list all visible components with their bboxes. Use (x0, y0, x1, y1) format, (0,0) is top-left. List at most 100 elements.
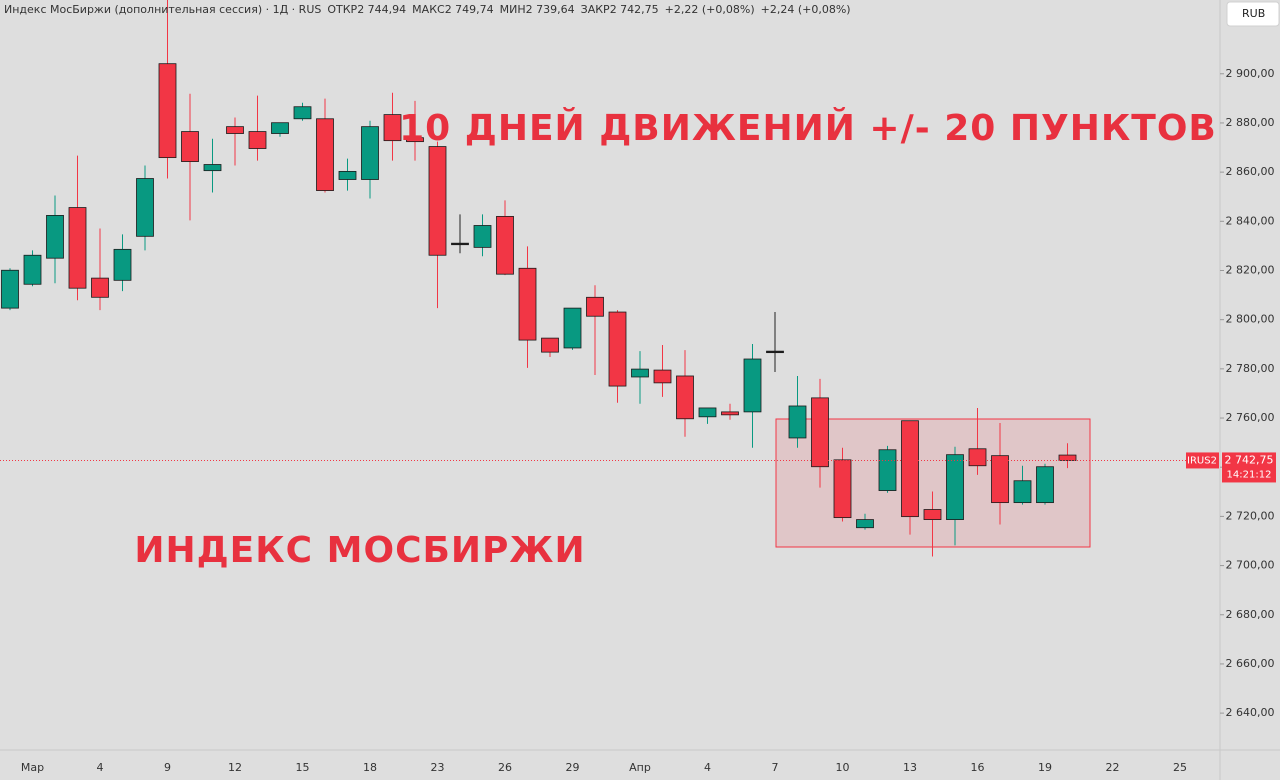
candle-body (383, 114, 402, 142)
x-tick-label: 26 (498, 761, 512, 774)
candle-body (496, 215, 514, 275)
candle-body (136, 178, 154, 237)
candle-body (46, 215, 64, 259)
x-tick-label: 9 (164, 761, 171, 774)
candle-body (901, 420, 919, 518)
x-tick-label: 16 (971, 761, 985, 774)
candle-body (271, 122, 289, 134)
candle-body (563, 307, 582, 349)
candle-body (23, 254, 42, 285)
candle-body (721, 411, 739, 416)
candle-body (91, 277, 109, 298)
candle-body (833, 459, 852, 519)
x-tick-label: Мар (21, 761, 44, 774)
y-tick-label: 2 820,00 (1226, 263, 1275, 276)
x-tick-label: 12 (228, 761, 242, 774)
header-item: 2 749,74 (444, 3, 494, 16)
price-tag: 2 742,75 (1225, 453, 1274, 466)
header-item: ЗАКР (580, 3, 610, 16)
candle-body (1013, 480, 1032, 504)
candle-body (1058, 454, 1077, 461)
candle-body (856, 519, 874, 529)
header-item: ОТКР (327, 3, 358, 16)
x-tick-label: Апр (629, 761, 651, 774)
candle-body (608, 311, 627, 387)
y-tick-label: 2 900,00 (1226, 67, 1275, 80)
y-tick-label: 2 700,00 (1226, 559, 1275, 572)
header-item: +2,22 (+0,08%) (664, 3, 755, 16)
header-item: МИН (499, 3, 526, 16)
y-tick-label: 2 780,00 (1226, 362, 1275, 375)
x-tick-label: 18 (363, 761, 377, 774)
x-tick-label: 19 (1038, 761, 1052, 774)
candle-body (226, 126, 244, 134)
candle-body (293, 106, 312, 120)
candle-body (743, 358, 762, 413)
x-tick-label: 22 (1106, 761, 1120, 774)
candle-body (473, 225, 492, 248)
legend-header: Индекс МосБиржи (дополнительная сессия) … (4, 3, 857, 16)
candle-body (698, 407, 717, 418)
candle-body (338, 170, 357, 180)
candle-body (518, 267, 537, 341)
candle-body (451, 242, 469, 246)
price-tag-bg (1222, 452, 1276, 483)
y-tick-label: 2 680,00 (1226, 608, 1275, 621)
y-tick-label: 2 860,00 (1226, 165, 1275, 178)
candle-body (428, 146, 447, 256)
candle-body (586, 296, 604, 317)
candle-body (946, 454, 964, 520)
candle-body (113, 248, 132, 281)
y-tick-label: 2 660,00 (1226, 657, 1275, 670)
candle-body (631, 368, 649, 378)
candle-body (991, 455, 1009, 504)
candle-body (878, 449, 897, 491)
y-tick-label: 2 640,00 (1226, 706, 1275, 719)
symbol-tag: IRUS2 (1187, 455, 1217, 466)
x-tick-label: 7 (772, 761, 779, 774)
candle-body (653, 369, 672, 384)
y-tick-label: 2 840,00 (1226, 214, 1275, 227)
plot-area (0, 0, 1220, 557)
candle-body (316, 118, 334, 191)
x-tick-label: 13 (903, 761, 917, 774)
header-item: МАКС (412, 3, 445, 16)
x-tick-label: 10 (836, 761, 850, 774)
x-tick-label: 25 (1173, 761, 1187, 774)
candle-body (361, 126, 379, 180)
candle-body (158, 63, 177, 159)
candle-body (68, 207, 87, 289)
candle-body (676, 375, 694, 420)
candle-body (968, 448, 987, 467)
annotation: 10 ДНЕЙ ДВИЖЕНИЙ +/- 20 ПУНКТОВ (399, 107, 1217, 149)
x-tick-label: 29 (566, 761, 580, 774)
candle-body (811, 397, 829, 468)
header-item: 2 739,64 (525, 3, 575, 16)
currency-button[interactable] (1226, 1, 1280, 27)
y-tick-label: 2 800,00 (1226, 313, 1275, 326)
candle-body (788, 405, 807, 439)
y-tick-label: 2 760,00 (1226, 411, 1275, 424)
annotation: ИНДЕКС МОСБИРЖИ (134, 530, 585, 571)
y-tick-label: 2 880,00 (1226, 116, 1275, 129)
candle-body (1, 269, 19, 309)
header-item: 2 742,75 (609, 3, 659, 16)
candle-body (406, 137, 424, 143)
header-item: +2,24 (+0,08%) (760, 3, 851, 16)
candle-body (541, 337, 559, 353)
candle-body (248, 131, 267, 149)
candle-body (766, 350, 784, 354)
x-tick-label: 15 (296, 761, 310, 774)
header-item: Индекс МосБиржи (дополнительная сессия) … (4, 3, 322, 16)
x-tick-label: 23 (431, 761, 445, 774)
candle-body (203, 164, 222, 172)
currency-label[interactable]: RUB (1242, 7, 1265, 20)
x-tick-label: 4 (704, 761, 711, 774)
candle-body (181, 131, 199, 162)
y-tick-label: 2 720,00 (1226, 509, 1275, 522)
candle-body (923, 509, 942, 520)
candle-body (1036, 466, 1054, 504)
countdown: 14:21:12 (1227, 469, 1272, 480)
